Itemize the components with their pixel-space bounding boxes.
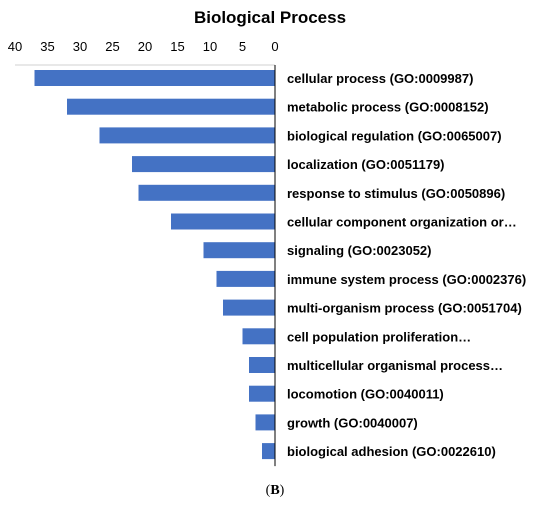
category-label: locomotion (GO:0040011): [287, 387, 444, 402]
caption-close: ): [279, 483, 285, 498]
x-tick-label: 0: [271, 39, 278, 54]
x-tick-label: 30: [73, 39, 87, 54]
caption-letter: B: [270, 483, 280, 498]
bar: [203, 242, 275, 259]
category-label: immune system process (GO:0002376): [287, 272, 526, 287]
category-label: multi-organism process (GO:0051704): [287, 301, 522, 316]
x-tick-label: 10: [203, 39, 217, 54]
bar: [242, 328, 275, 345]
x-tick-label: 25: [105, 39, 119, 54]
caption-open: (: [265, 483, 271, 498]
category-label: cellular component organization or…: [287, 215, 517, 230]
category-label: metabolic process (GO:0008152): [287, 100, 489, 115]
x-tick-label: 20: [138, 39, 152, 54]
bar: [34, 70, 275, 86]
chart-title: Biological Process: [194, 8, 346, 27]
bar: [249, 385, 275, 402]
x-tick-label: 40: [8, 39, 22, 54]
bar: [138, 184, 275, 201]
bar: [67, 98, 275, 115]
category-label: biological adhesion (GO:0022610): [287, 444, 496, 459]
category-label: biological regulation (GO:0065007): [287, 128, 502, 143]
bar-chart: Biological Process 40 35 30 25 20 15 10 5 0 cell…: [8, 8, 526, 467]
category-label: cell population proliferation…: [287, 329, 471, 344]
bar: [216, 270, 275, 287]
category-label: multicellular organismal process…: [287, 358, 503, 373]
category-label: cellular process (GO:0009987): [287, 71, 473, 86]
x-tick-label: 35: [40, 39, 54, 54]
category-label: localization (GO:0051179): [287, 157, 445, 172]
figure-caption: (B): [0, 483, 550, 499]
bar: [223, 299, 275, 316]
bar: [249, 357, 275, 373]
category-label: growth (GO:0040007): [287, 415, 418, 430]
x-tick-label: 5: [239, 39, 246, 54]
x-tick-label: 15: [170, 39, 184, 54]
bar: [255, 414, 275, 431]
bar: [262, 443, 275, 460]
bar: [99, 127, 275, 144]
bar: [132, 156, 275, 173]
category-label: signaling (GO:0023052): [287, 243, 432, 258]
bar: [171, 213, 275, 230]
category-label: response to stimulus (GO:0050896): [287, 186, 505, 201]
